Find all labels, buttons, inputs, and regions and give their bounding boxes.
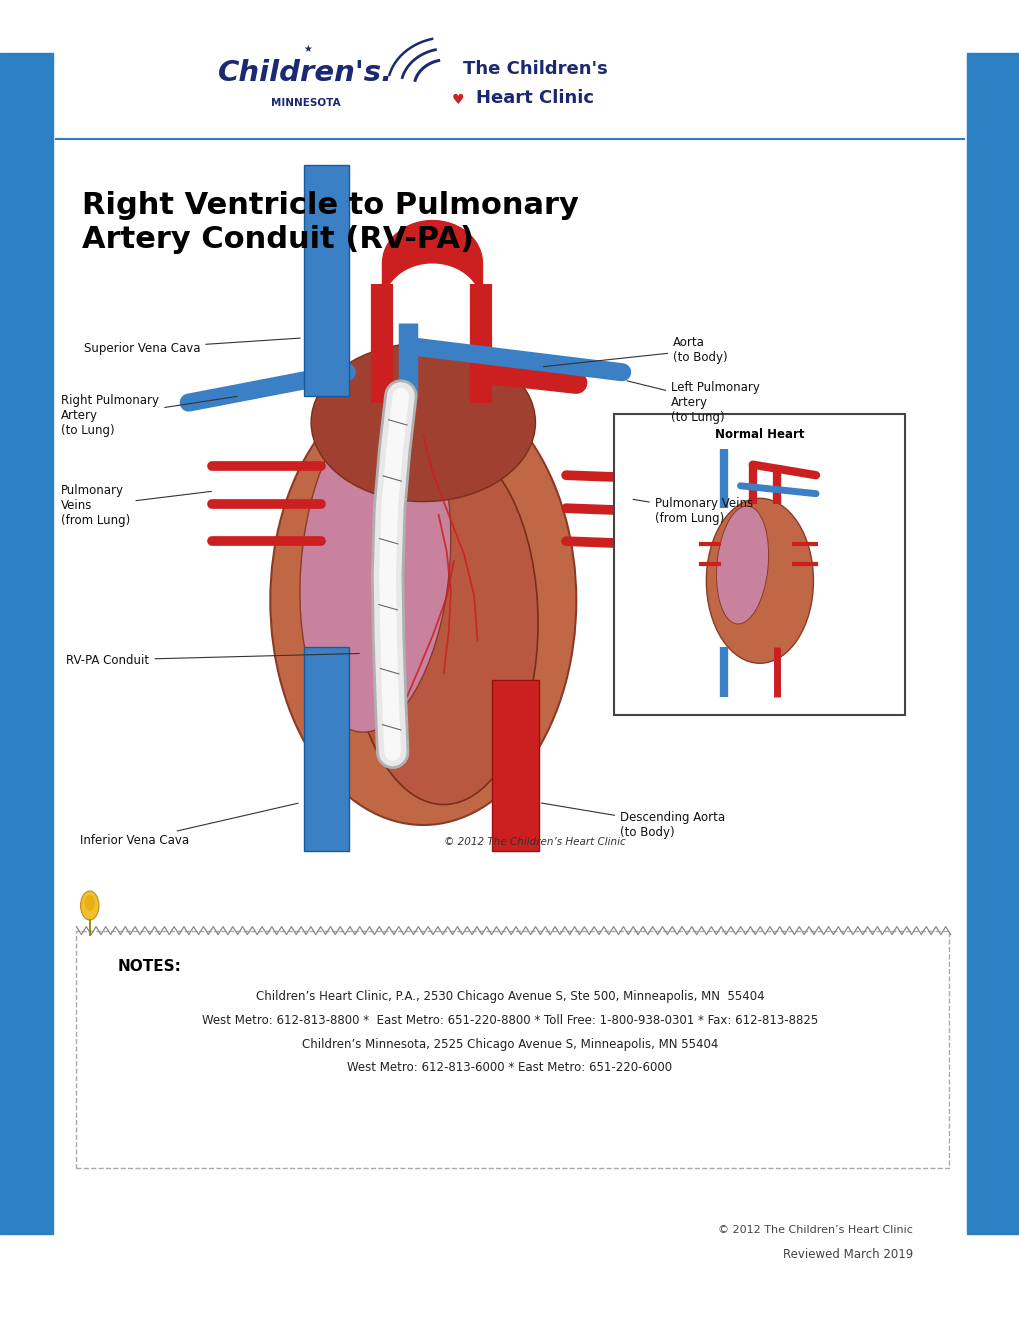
Text: Left Pulmonary
Artery
(to Lung): Left Pulmonary Artery (to Lung) [627, 381, 759, 424]
Ellipse shape [270, 376, 576, 825]
Text: Children's.: Children's. [218, 58, 393, 87]
Ellipse shape [85, 895, 95, 911]
Text: Children’s Heart Clinic, P.A., 2530 Chicago Avenue S, Ste 500, Minneapolis, MN  : Children’s Heart Clinic, P.A., 2530 Chic… [256, 990, 763, 1003]
Text: ★: ★ [304, 44, 312, 54]
Text: © 2012 The Children’s Heart Clinic: © 2012 The Children’s Heart Clinic [443, 837, 625, 847]
Text: The Children's: The Children's [463, 59, 607, 78]
Text: Children’s Minnesota, 2525 Chicago Avenue S, Minneapolis, MN 55404: Children’s Minnesota, 2525 Chicago Avenu… [302, 1038, 717, 1051]
Text: Pulmonary
Veins
(from Lung): Pulmonary Veins (from Lung) [61, 484, 211, 527]
Text: West Metro: 612-813-8800 *  East Metro: 651-220-8800 * Toll Free: 1-800-938-0301: West Metro: 612-813-8800 * East Metro: 6… [202, 1014, 817, 1027]
Text: MINNESOTA: MINNESOTA [271, 98, 340, 108]
Text: Superior Vena Cava: Superior Vena Cava [84, 338, 300, 355]
Bar [966, 53, 1019, 1234]
Text: RV-PA Conduit: RV-PA Conduit [66, 653, 359, 667]
Ellipse shape [705, 498, 813, 663]
Bar [491, 680, 538, 851]
Ellipse shape [715, 506, 768, 624]
Text: Normal Heart: Normal Heart [714, 428, 803, 441]
Bar [0, 53, 53, 1234]
Text: Pulmonary Veins
(from Lung): Pulmonary Veins (from Lung) [633, 496, 752, 525]
Text: Heart Clinic: Heart Clinic [476, 88, 594, 107]
Text: NOTES:: NOTES: [117, 958, 181, 974]
Text: Right Pulmonary
Artery
(to Lung): Right Pulmonary Artery (to Lung) [61, 395, 236, 437]
Text: Descending Aorta
(to Body): Descending Aorta (to Body) [541, 803, 725, 840]
Bar [304, 165, 348, 396]
Ellipse shape [300, 397, 450, 733]
Bar [304, 647, 348, 851]
Text: © 2012 The Children’s Heart Clinic: © 2012 The Children’s Heart Clinic [717, 1225, 912, 1236]
Text: ♥: ♥ [451, 94, 464, 107]
Text: Right Ventricle to Pulmonary
Artery Conduit (RV-PA): Right Ventricle to Pulmonary Artery Cond… [82, 191, 578, 253]
Ellipse shape [348, 441, 538, 804]
Text: Aorta
(to Body): Aorta (to Body) [543, 335, 728, 367]
Text: Reviewed March 2019: Reviewed March 2019 [782, 1247, 912, 1261]
Ellipse shape [81, 891, 99, 920]
FancyBboxPatch shape [76, 931, 948, 1168]
Ellipse shape [311, 343, 535, 502]
Bar [613, 414, 904, 715]
Text: West Metro: 612-813-6000 * East Metro: 651-220-6000: West Metro: 612-813-6000 * East Metro: 6… [347, 1061, 672, 1074]
Text: Inferior Vena Cava: Inferior Vena Cava [79, 803, 298, 847]
